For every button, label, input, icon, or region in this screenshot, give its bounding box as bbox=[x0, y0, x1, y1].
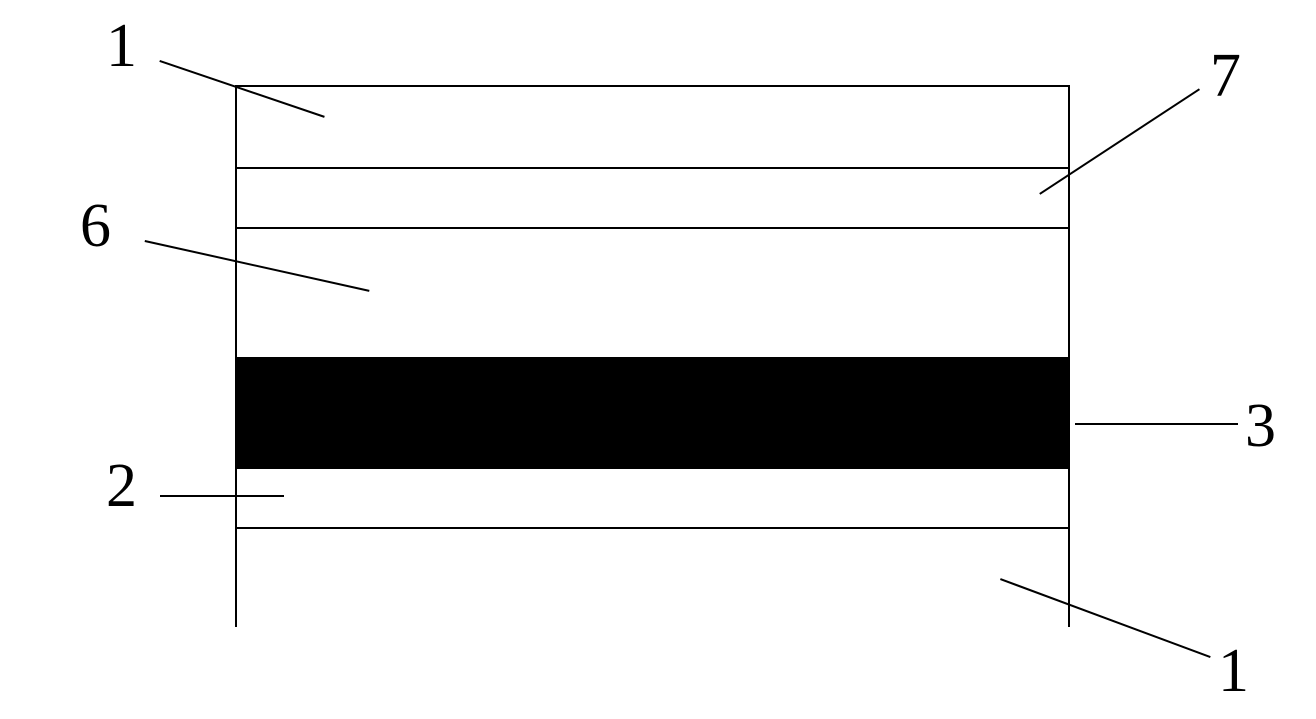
callout-label-1: 7 bbox=[1210, 45, 1241, 107]
layer-mid-plain bbox=[237, 229, 1068, 359]
layer-hatch-upper bbox=[237, 169, 1068, 229]
callout-label-2: 6 bbox=[80, 195, 111, 257]
layer-top-plain bbox=[237, 87, 1068, 169]
layer-bottom-plain bbox=[237, 529, 1068, 629]
callout-label-5: 1 bbox=[1218, 640, 1249, 702]
callout-leader-3 bbox=[1075, 423, 1238, 425]
callout-leader-4 bbox=[160, 495, 284, 497]
layer-black-band bbox=[237, 359, 1068, 469]
layer-hatch-lower bbox=[237, 469, 1068, 529]
layer-stack bbox=[235, 85, 1070, 627]
callout-label-3: 3 bbox=[1245, 395, 1276, 457]
callout-label-4: 2 bbox=[106, 455, 137, 517]
diagram-canvas: 1 7 6 3 2 1 bbox=[0, 0, 1316, 719]
callout-label-0: 1 bbox=[106, 15, 137, 77]
